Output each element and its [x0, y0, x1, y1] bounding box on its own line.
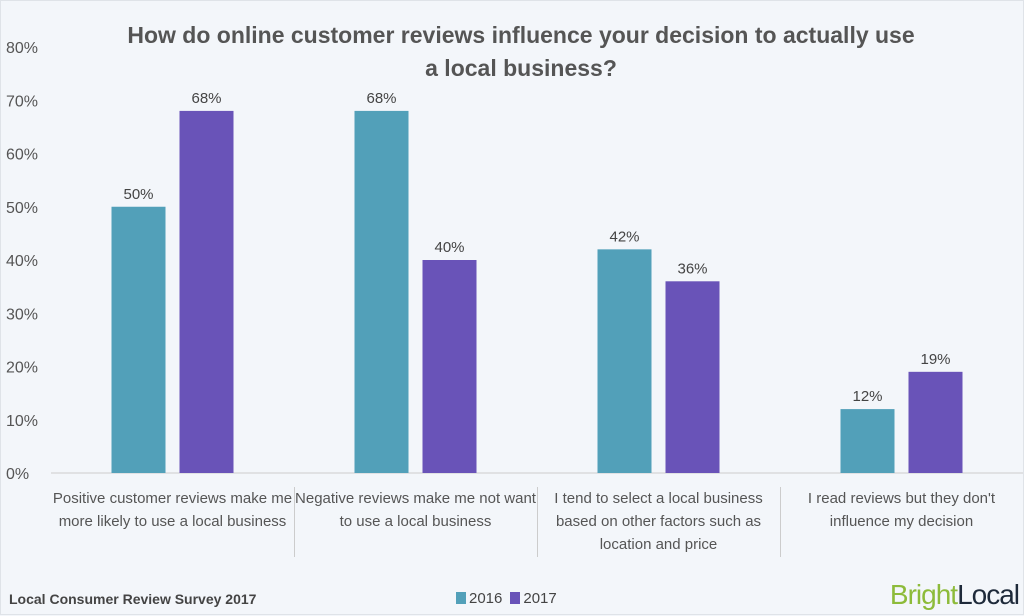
bar-2017-2	[665, 281, 720, 473]
y-tick-label: 30%	[6, 306, 38, 323]
data-label: 68%	[191, 90, 221, 107]
data-label: 19%	[920, 351, 950, 368]
data-label: 36%	[677, 260, 707, 277]
y-tick-label: 10%	[6, 413, 38, 430]
bar-2016-3	[840, 409, 895, 473]
y-tick-label: 60%	[6, 147, 38, 164]
category-label: Positive customer reviews make me more l…	[52, 490, 293, 530]
data-label: 12%	[852, 388, 882, 405]
legend-swatch	[456, 592, 466, 604]
data-label: 40%	[434, 239, 464, 256]
legend-swatch	[510, 592, 521, 604]
bar-2016-1	[354, 110, 409, 474]
brightlocal-logo: BrightLocal	[889, 579, 1020, 610]
bar-2016-2	[597, 249, 652, 473]
category-label: Negative reviews make me not want to use…	[295, 490, 536, 530]
category-separator	[294, 487, 295, 557]
legend-item-2017: 2017	[510, 590, 557, 607]
category-label: I tend to select a local business based …	[554, 490, 763, 553]
data-label: 68%	[366, 90, 396, 107]
legend-label: 2017	[523, 590, 557, 607]
data-label: 42%	[609, 228, 639, 245]
y-tick-label: 50%	[6, 200, 38, 217]
y-tick-label: 20%	[6, 360, 38, 377]
bar-2017-1	[422, 260, 477, 473]
legend-item-2016: 2016	[456, 590, 502, 607]
y-tick-label: 70%	[6, 93, 38, 110]
category-separator	[780, 487, 781, 557]
y-tick-label: 80%	[6, 40, 38, 57]
data-label: 50%	[123, 186, 153, 203]
bar-2017-3	[908, 371, 963, 473]
category-label: I read reviews but they don't influence …	[807, 490, 996, 530]
source-label: Local Consumer Review Survey 2017	[9, 591, 257, 607]
y-tick-label: 40%	[6, 253, 38, 270]
legend-label: 2016	[469, 590, 503, 607]
chart-title: How do online customer reviews influence…	[127, 22, 915, 81]
category-separator	[537, 487, 538, 557]
legend: 2016 2017	[456, 590, 557, 607]
bar-2017-0	[179, 110, 234, 474]
y-tick-label: 0%	[6, 466, 29, 483]
bar-2016-0	[111, 206, 166, 473]
